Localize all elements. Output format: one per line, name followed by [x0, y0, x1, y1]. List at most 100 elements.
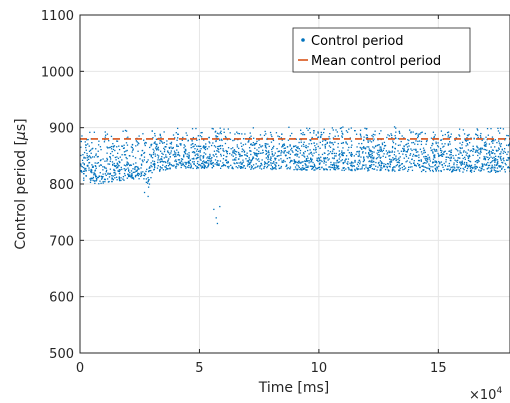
- data-point: [254, 167, 256, 169]
- data-point: [330, 164, 332, 166]
- data-point: [399, 144, 401, 146]
- data-point: [457, 157, 459, 159]
- data-point: [282, 161, 285, 163]
- data-point: [499, 127, 502, 129]
- data-point: [316, 167, 319, 169]
- data-point: [383, 141, 386, 144]
- data-point: [201, 166, 203, 169]
- data-point: [230, 164, 232, 167]
- data-point: [159, 169, 161, 171]
- data-point: [384, 156, 387, 158]
- data-point: [272, 147, 274, 149]
- data-point: [332, 129, 334, 131]
- data-point: [185, 163, 187, 165]
- data-point: [496, 162, 499, 164]
- data-point: [148, 179, 150, 181]
- data-point: [507, 135, 509, 137]
- data-point: [214, 131, 216, 133]
- data-point: [432, 170, 434, 173]
- data-point: [124, 174, 126, 177]
- data-point: [89, 149, 92, 151]
- data-point: [162, 153, 164, 156]
- data-point: [218, 164, 220, 167]
- data-point: [424, 155, 427, 158]
- data-point: [125, 156, 127, 159]
- data-point: [444, 133, 446, 136]
- data-point: [376, 144, 378, 147]
- data-point: [323, 152, 326, 154]
- data-point: [216, 150, 218, 152]
- data-point: [202, 146, 204, 148]
- data-point: [341, 159, 344, 161]
- data-point: [186, 161, 188, 164]
- data-point: [504, 171, 506, 173]
- data-point: [315, 167, 317, 169]
- data-point: [256, 149, 258, 151]
- data-point: [271, 148, 273, 151]
- data-point: [83, 156, 85, 158]
- data-point: [485, 145, 487, 147]
- data-point: [295, 149, 298, 152]
- data-point: [307, 146, 309, 148]
- data-point: [437, 146, 440, 148]
- data-point: [211, 162, 213, 164]
- data-point: [138, 135, 140, 137]
- data-point: [272, 167, 274, 169]
- data-point: [104, 167, 106, 169]
- data-point: [408, 139, 410, 142]
- data-point: [216, 160, 219, 162]
- data-point: [434, 149, 436, 151]
- data-point: [394, 147, 396, 149]
- data-point: [489, 153, 491, 155]
- data-point: [196, 148, 199, 150]
- data-point: [187, 161, 190, 164]
- data-point: [259, 165, 262, 167]
- data-point: [129, 174, 131, 176]
- data-point: [286, 146, 289, 148]
- y-tick-label: 700: [49, 234, 74, 249]
- data-point: [345, 158, 347, 160]
- data-point: [272, 155, 274, 157]
- data-point: [83, 163, 86, 166]
- data-point: [310, 165, 313, 167]
- data-point: [126, 157, 128, 160]
- data-point: [483, 163, 485, 165]
- data-point: [144, 141, 146, 144]
- data-point: [278, 155, 280, 157]
- data-point: [334, 155, 336, 157]
- data-point: [391, 137, 393, 139]
- data-point: [492, 167, 494, 169]
- data-point: [81, 171, 83, 173]
- data-point: [366, 167, 369, 169]
- data-point: [177, 133, 179, 135]
- data-point: [345, 142, 347, 144]
- data-point: [159, 140, 161, 142]
- data-point: [367, 141, 369, 143]
- data-point: [85, 169, 87, 171]
- data-point: [190, 166, 192, 168]
- data-point: [255, 154, 257, 156]
- data-point: [87, 165, 89, 167]
- data-point: [106, 146, 108, 148]
- data-point: [365, 166, 367, 168]
- data-point: [332, 148, 334, 150]
- data-point: [171, 164, 173, 167]
- x-exponent-power: 4: [496, 386, 502, 396]
- data-point: [255, 142, 258, 144]
- data-point: [488, 143, 491, 145]
- data-point: [105, 171, 107, 173]
- data-point: [235, 166, 237, 168]
- data-point: [379, 164, 381, 167]
- data-point: [183, 147, 185, 149]
- data-point: [492, 166, 494, 168]
- data-point: [143, 174, 145, 177]
- data-point: [369, 166, 371, 169]
- data-point: [323, 139, 325, 141]
- data-point: [427, 157, 429, 159]
- data-point: [402, 150, 405, 153]
- data-point: [163, 131, 165, 133]
- data-point: [144, 173, 147, 175]
- data-point: [156, 143, 158, 146]
- data-point: [403, 168, 406, 170]
- data-point: [95, 148, 97, 150]
